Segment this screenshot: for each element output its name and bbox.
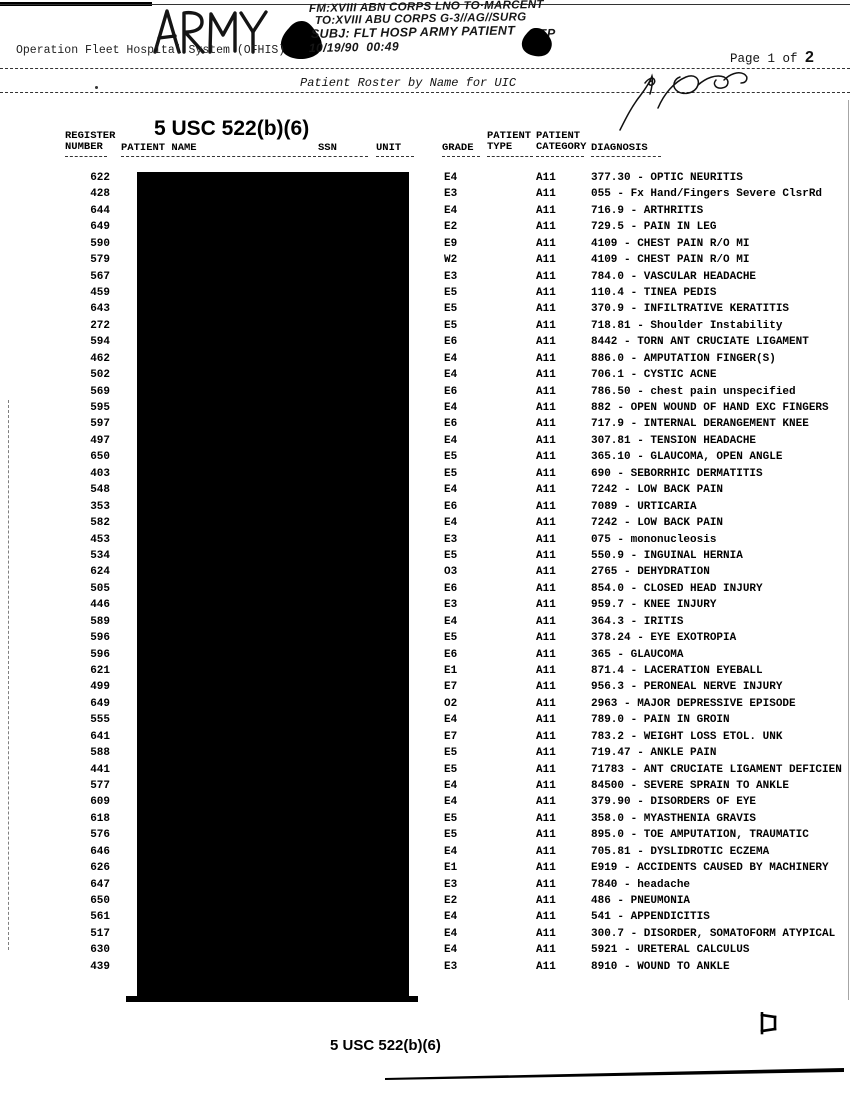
svg-text:SUBJ: FLT HOSP ARMY PATIENT: SUBJ: FLT HOSP ARMY PATIENT — [311, 23, 516, 41]
svg-text:10/19/90 00:49: 10/19/90 00:49 — [309, 39, 399, 55]
